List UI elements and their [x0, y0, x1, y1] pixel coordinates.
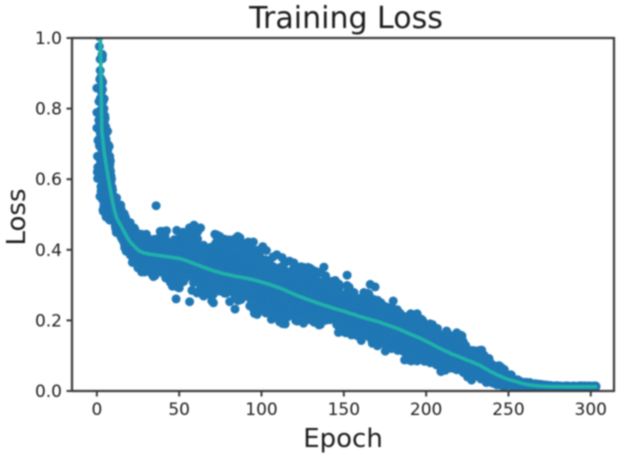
- scatter-point: [103, 126, 113, 136]
- scatter-point: [112, 193, 122, 203]
- scatter-point: [174, 283, 184, 293]
- scatter-point: [196, 223, 206, 233]
- scatter-point: [356, 336, 366, 345]
- scatter-point: [185, 297, 195, 307]
- scatter-point: [104, 141, 114, 151]
- scatter-point: [151, 201, 161, 211]
- scatter-point: [225, 297, 235, 307]
- scatter-point: [334, 283, 344, 293]
- scatter-point: [162, 226, 171, 236]
- scatter-point: [172, 225, 182, 235]
- scatter-point: [179, 277, 189, 287]
- scatter-point: [280, 319, 290, 329]
- scatter-point: [171, 294, 181, 304]
- scatter-point: [248, 237, 258, 247]
- scatter-point: [321, 271, 331, 281]
